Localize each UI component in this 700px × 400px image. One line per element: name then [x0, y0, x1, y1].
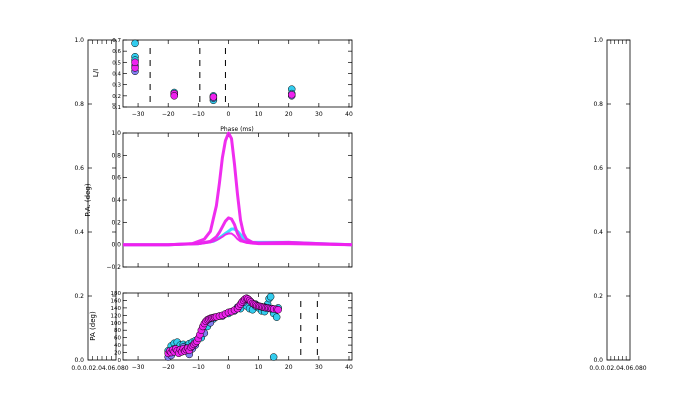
side-axes-right: 0.0.0.02.04.06.080 0.0 0.2 0.4 0.6 0.8 1.0 — [589, 37, 646, 372]
side-left-ytick-label: 0.0 — [74, 357, 84, 364]
side-right-ytick-label: 0.2 — [593, 293, 603, 300]
top-xtick-label: −20 — [162, 111, 175, 118]
top-ylabel: L/I — [92, 69, 100, 77]
side-right-ytick-label: 0.6 — [593, 165, 603, 172]
bottom-xtick-label: 20 — [285, 364, 293, 371]
top-point — [131, 58, 139, 67]
bottom-xtick-label: 10 — [255, 364, 263, 371]
side-left-ytick-label: 1.0 — [74, 37, 84, 44]
bottom-point — [266, 292, 275, 301]
middle-ytick-label: 0.4 — [111, 197, 121, 204]
bottom-ytick-label: 160 — [111, 298, 122, 304]
top-xtick-label: 10 — [255, 111, 263, 118]
top-ytick-label: 0.3 — [112, 83, 121, 89]
side-right-ytick-label: 0.4 — [593, 229, 603, 236]
bottom-ytick-label: 60 — [114, 336, 121, 342]
side-right-ytick-label: 0.0 — [593, 357, 603, 364]
bottom-ytick-label: 120 — [111, 313, 122, 319]
bottom-ytick-label: 180 — [111, 291, 122, 297]
top-ytick-label: 0.7 — [112, 38, 121, 44]
side-left-ytick-label: 0.4 — [74, 229, 84, 236]
middle-ylabel: P.A. (deg) — [84, 183, 92, 216]
bottom-ytick-label: 0 — [118, 358, 122, 364]
top-ytick-label: 0.1 — [112, 105, 121, 111]
bottom-point — [269, 353, 278, 361]
bottom-ytick-label: 80 — [114, 328, 121, 334]
middle-ytick-label: −0.2 — [106, 264, 121, 271]
side-left-ytick-label: 0.8 — [74, 101, 84, 108]
side-left-ytick-label: 0.2 — [74, 293, 84, 300]
top-point — [170, 92, 178, 100]
side-left-ytick-label: 0.6 — [74, 165, 84, 172]
top-ytick-label: 0.5 — [112, 60, 121, 66]
side-right-frame — [606, 39, 631, 361]
top-ytick-label: 0.2 — [112, 94, 121, 100]
middle-profile-line — [123, 131, 353, 247]
top-ytick-label: 0.4 — [112, 72, 121, 78]
side-left-xtick-text: 0.0.0.02.04.06.080 — [71, 365, 128, 372]
bottom-ylabel: PA (deg) — [89, 311, 97, 341]
top-frame — [122, 39, 353, 108]
top-ytick-label: 0.6 — [112, 49, 121, 55]
top-xtick-label: 20 — [285, 111, 293, 118]
bottom-ytick-label: 20 — [114, 351, 121, 357]
middle-ytick-label: 0.8 — [111, 152, 121, 159]
bottom-xtick-label: −10 — [192, 364, 205, 371]
middle-profile-line — [123, 232, 353, 246]
top-xtick-label: 30 — [315, 111, 323, 118]
bottom-xtick-label: −30 — [132, 364, 145, 371]
top-point — [131, 39, 139, 48]
top-xtick-label: −10 — [192, 111, 205, 118]
bottom-point — [274, 306, 282, 314]
top-xtick-label: 40 — [345, 111, 353, 118]
top-panel: L/I Phase (ms) −30 −20 −10 0 10 20 30 40 0.1 0.2 0… — [92, 38, 353, 133]
top-point — [287, 90, 296, 99]
top-xtick-label: −30 — [132, 111, 145, 118]
bottom-frame — [122, 292, 353, 361]
top-xtick-label: 0 — [227, 111, 231, 118]
top-point — [209, 93, 218, 101]
middle-ytick-label: 0.2 — [111, 219, 121, 226]
bottom-panel: PA (deg) −30 −20 −10 0 10 20 30 400204060801001… — [89, 291, 353, 371]
bottom-xtick-label: 0 — [227, 364, 231, 371]
top-xlabel: Phase (ms) — [220, 126, 253, 133]
bottom-xtick-label: 40 — [345, 364, 353, 371]
middle-panel: P.A. (deg) −0.2 0.0 0.2 0.4 0.6 0.8 1.0 — [84, 130, 353, 271]
middle-ytick-label: 1.0 — [111, 130, 121, 137]
bottom-xtick-label: 30 — [315, 364, 323, 371]
bottom-point — [272, 313, 281, 321]
bottom-ytick-label: 100 — [111, 321, 122, 327]
bottom-ytick-label: 140 — [111, 306, 122, 312]
middle-ytick-label: 0.6 — [111, 175, 121, 182]
bottom-ytick-label: 40 — [114, 343, 121, 349]
middle-profile-line — [123, 216, 353, 247]
side-right-ytick-label: 0.8 — [593, 101, 603, 108]
side-right-xtick-text: 0.0.0.02.04.06.080 — [589, 365, 646, 372]
bottom-xtick-label: −20 — [162, 364, 175, 371]
side-right-ytick-label: 1.0 — [593, 37, 603, 44]
side-axes-left: 0.0.0.02.04.06.080 0.0 0.2 0.4 0.6 0.8 1.0 — [71, 37, 128, 372]
middle-ytick-label: 0.0 — [111, 242, 121, 249]
